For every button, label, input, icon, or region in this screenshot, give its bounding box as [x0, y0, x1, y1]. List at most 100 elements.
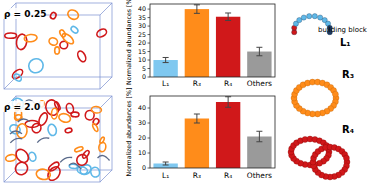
bead: [301, 15, 306, 20]
chain: [10, 131, 22, 134]
error-bar: [163, 162, 169, 165]
error-bar: [194, 5, 200, 13]
title: ρ = 0.25: [4, 9, 46, 19]
ring: [47, 123, 58, 136]
y-tick: [148, 77, 151, 78]
error-cap: [163, 62, 169, 63]
error-cap: [256, 131, 262, 132]
y-tick-label: 20: [138, 134, 146, 141]
chain: [18, 119, 30, 122]
ring: [76, 166, 88, 176]
ring: [95, 28, 107, 39]
caption: building block: [318, 26, 368, 34]
ring: [82, 150, 91, 160]
y-tick: [148, 26, 151, 27]
error-cap: [194, 123, 200, 124]
bars: [153, 5, 271, 77]
box-edge: [100, 3, 112, 15]
x-tick-label: L₁: [162, 171, 169, 180]
ring: [91, 106, 102, 113]
error-cap: [163, 165, 169, 166]
y-tick: [148, 108, 151, 109]
bead: [297, 18, 302, 23]
plot-frame: [150, 4, 275, 77]
title-bg: [2, 101, 44, 112]
error-cap: [163, 57, 169, 58]
y-tick: [148, 9, 151, 10]
y-tick: [148, 68, 151, 69]
error-line: [228, 13, 229, 20]
ring: [5, 33, 17, 39]
ring: [74, 146, 83, 153]
chain: [98, 156, 110, 161]
bead: [318, 15, 323, 20]
error-bar: [225, 13, 231, 20]
error-bar: [256, 47, 262, 55]
ring: [61, 32, 76, 46]
bars: [153, 97, 271, 168]
bar: [247, 52, 271, 77]
y-tick-label: 15: [138, 48, 146, 55]
bar: [216, 17, 240, 77]
error-line: [259, 131, 260, 142]
ring: [55, 47, 60, 54]
x-tick-label: R₃: [193, 171, 201, 180]
error-line: [196, 5, 197, 13]
y-tick: [148, 34, 151, 35]
chain: [10, 138, 22, 143]
simulation-box: [4, 3, 112, 89]
y-tick: [148, 43, 151, 44]
bar: [153, 60, 177, 77]
ring: [98, 142, 107, 153]
ring: [90, 166, 101, 178]
y-tick: [148, 17, 151, 18]
ring: [71, 112, 79, 117]
error-cap: [194, 114, 200, 115]
error-cap: [256, 47, 262, 48]
label: R₄: [342, 124, 354, 135]
y-tick: [148, 138, 151, 139]
box-edge: [4, 170, 16, 182]
error-line: [165, 57, 166, 62]
x-tick-label: R₃: [193, 79, 201, 88]
y-tick: [148, 168, 151, 169]
plot-frame: [150, 96, 275, 168]
y-axis-label: Normalized abundances [%]: [125, 0, 132, 85]
error-cap: [225, 20, 231, 21]
ring: [5, 154, 17, 162]
y-tick-label: 35: [138, 14, 146, 21]
chain: [69, 163, 81, 169]
illustrations: [288, 14, 350, 180]
y-tick-label: 0: [142, 73, 146, 80]
y-tick-label: 30: [138, 22, 146, 29]
y-tick-label: 0: [142, 164, 146, 171]
y-tick: [148, 153, 151, 154]
ring: [58, 112, 72, 123]
ring: [35, 168, 51, 180]
label: L₁: [340, 37, 351, 48]
y-tick-label: 40: [138, 5, 146, 12]
ring: [24, 34, 38, 43]
y-tick-label: 10: [138, 56, 146, 63]
bead: [307, 14, 312, 19]
ring: [31, 122, 43, 134]
bar: [185, 119, 209, 169]
box-edge: [4, 15, 100, 89]
error-cap: [256, 141, 262, 142]
ring: [13, 73, 23, 83]
y-tick-label: 10: [138, 149, 146, 156]
x-tick-label: R₄: [224, 171, 232, 180]
error-line: [196, 114, 197, 123]
error-bar: [256, 131, 262, 142]
y-tick-label: 5: [142, 65, 146, 72]
x-tick-label: R₄: [224, 79, 232, 88]
ring: [66, 8, 80, 21]
ring: [26, 56, 45, 75]
label: R₃: [342, 69, 354, 80]
y-tick-label: 25: [138, 31, 146, 38]
ring: [48, 36, 59, 46]
error-cap: [225, 12, 231, 13]
error-cap: [225, 107, 231, 108]
error-cap: [163, 162, 169, 163]
box-edge: [100, 77, 112, 89]
